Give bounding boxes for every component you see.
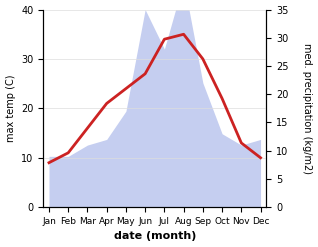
Y-axis label: med. precipitation (kg/m2): med. precipitation (kg/m2)	[302, 43, 313, 174]
Y-axis label: max temp (C): max temp (C)	[5, 75, 16, 142]
X-axis label: date (month): date (month)	[114, 231, 196, 242]
